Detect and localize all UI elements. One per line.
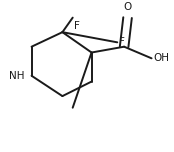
- Text: OH: OH: [153, 53, 169, 63]
- Text: F: F: [119, 37, 125, 47]
- Text: F: F: [74, 21, 80, 31]
- Text: NH: NH: [9, 71, 25, 81]
- Text: O: O: [123, 2, 132, 12]
